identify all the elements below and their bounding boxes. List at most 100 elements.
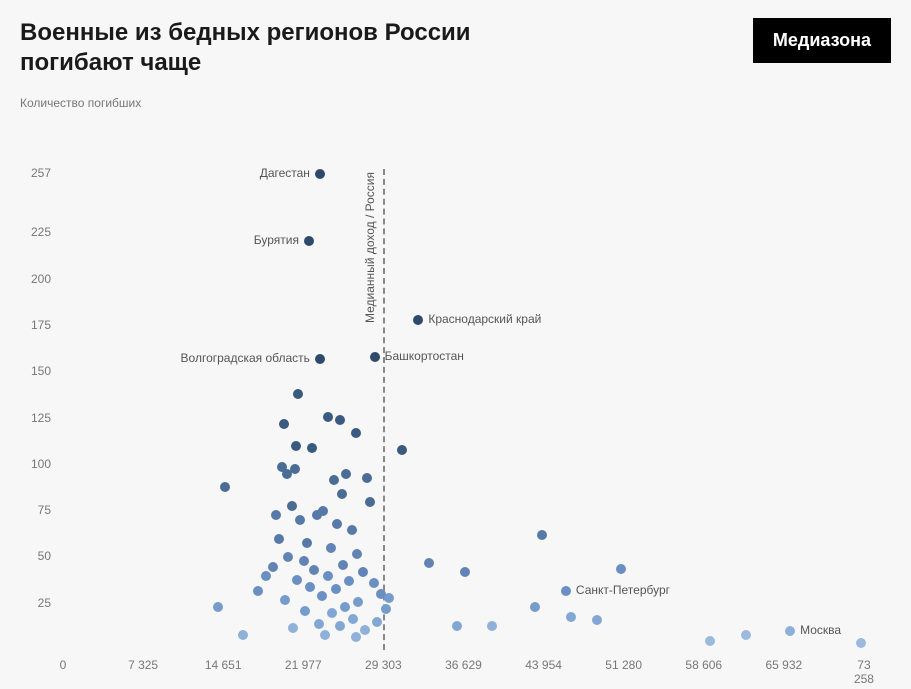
data-point-label: Дагестан	[260, 166, 310, 180]
yaxis-title-text: Количество погибших	[20, 96, 141, 110]
data-point	[341, 469, 351, 479]
ytick: 225	[11, 225, 51, 239]
data-point	[365, 497, 375, 507]
data-point	[292, 575, 302, 585]
data-point	[291, 441, 301, 451]
data-point	[261, 571, 271, 581]
data-point	[381, 604, 391, 614]
data-point	[335, 415, 345, 425]
xtick: 29 303	[365, 658, 402, 672]
xtick: 36 629	[445, 658, 482, 672]
data-point	[338, 560, 348, 570]
ytick: 50	[11, 549, 51, 563]
data-point	[327, 608, 337, 618]
data-point-label: Бурятия	[254, 233, 299, 247]
data-point	[561, 586, 571, 596]
header: Военные из бедных регионов России погиба…	[20, 18, 891, 78]
data-point-label: Санкт-Петербург	[576, 583, 670, 597]
ytick: 75	[11, 503, 51, 517]
xtick: 58 606	[685, 658, 722, 672]
data-point	[332, 519, 342, 529]
xtick: 51 280	[605, 658, 642, 672]
ytick: 257	[11, 166, 51, 180]
xtick: 7 325	[128, 658, 158, 672]
data-point	[315, 354, 325, 364]
ytick: 150	[11, 364, 51, 378]
data-point	[213, 602, 223, 612]
data-point	[705, 636, 715, 646]
data-point	[323, 571, 333, 581]
brand-badge: Медиазона	[753, 18, 891, 63]
data-point	[295, 515, 305, 525]
data-point	[304, 236, 314, 246]
data-point	[305, 582, 315, 592]
xtick: 73 258	[854, 658, 874, 686]
ytick: 125	[11, 411, 51, 425]
data-point	[300, 606, 310, 616]
data-point	[348, 614, 358, 624]
data-point	[566, 612, 576, 622]
data-point	[329, 475, 339, 485]
data-point	[785, 626, 795, 636]
data-point	[253, 586, 263, 596]
data-point	[238, 630, 248, 640]
data-point	[280, 595, 290, 605]
data-point	[340, 602, 350, 612]
ytick: 25	[11, 596, 51, 610]
median-line	[383, 169, 385, 650]
data-point	[274, 534, 284, 544]
xtick: 21 977	[285, 658, 322, 672]
data-point	[358, 567, 368, 577]
data-point-label: Башкортостан	[385, 349, 464, 363]
data-point	[424, 558, 434, 568]
data-point	[370, 352, 380, 362]
data-point	[856, 638, 866, 648]
yaxis-title: Количество погибших	[20, 96, 141, 112]
data-point	[309, 565, 319, 575]
ytick: 100	[11, 457, 51, 471]
data-point	[353, 597, 363, 607]
data-point	[287, 501, 297, 511]
data-point	[592, 615, 602, 625]
data-point	[282, 469, 292, 479]
data-point	[344, 576, 354, 586]
data-point	[288, 623, 298, 633]
median-line-label: Медианный доход / Россия	[363, 172, 377, 323]
data-point	[323, 412, 333, 422]
data-point-label: Москва	[800, 623, 841, 637]
xtick: 65 932	[765, 658, 802, 672]
xtick: 14 651	[205, 658, 242, 672]
data-point	[362, 473, 372, 483]
data-point	[384, 593, 394, 603]
data-point	[268, 562, 278, 572]
data-point-label: Краснодарский край	[428, 312, 541, 326]
data-point	[347, 525, 357, 535]
data-point	[326, 543, 336, 553]
scatter-plot: 25722520017515012510075502507 32514 6512…	[63, 150, 883, 650]
data-point	[271, 510, 281, 520]
data-point	[741, 630, 751, 640]
data-point	[397, 445, 407, 455]
data-point	[314, 619, 324, 629]
data-point	[351, 632, 361, 642]
data-point	[351, 428, 361, 438]
data-point	[372, 617, 382, 627]
data-point	[320, 630, 330, 640]
data-point	[530, 602, 540, 612]
data-point	[312, 510, 322, 520]
data-point	[307, 443, 317, 453]
data-point	[352, 549, 362, 559]
data-point	[460, 567, 470, 577]
data-point	[220, 482, 230, 492]
data-point	[279, 419, 289, 429]
data-point	[452, 621, 462, 631]
data-point	[616, 564, 626, 574]
data-point	[337, 489, 347, 499]
chart-title: Военные из бедных регионов России погиба…	[20, 18, 520, 78]
ytick: 200	[11, 272, 51, 286]
data-point	[331, 584, 341, 594]
data-point	[369, 578, 379, 588]
data-point	[302, 538, 312, 548]
data-point	[360, 625, 370, 635]
chart-container: Военные из бедных регионов России погиба…	[0, 0, 911, 689]
